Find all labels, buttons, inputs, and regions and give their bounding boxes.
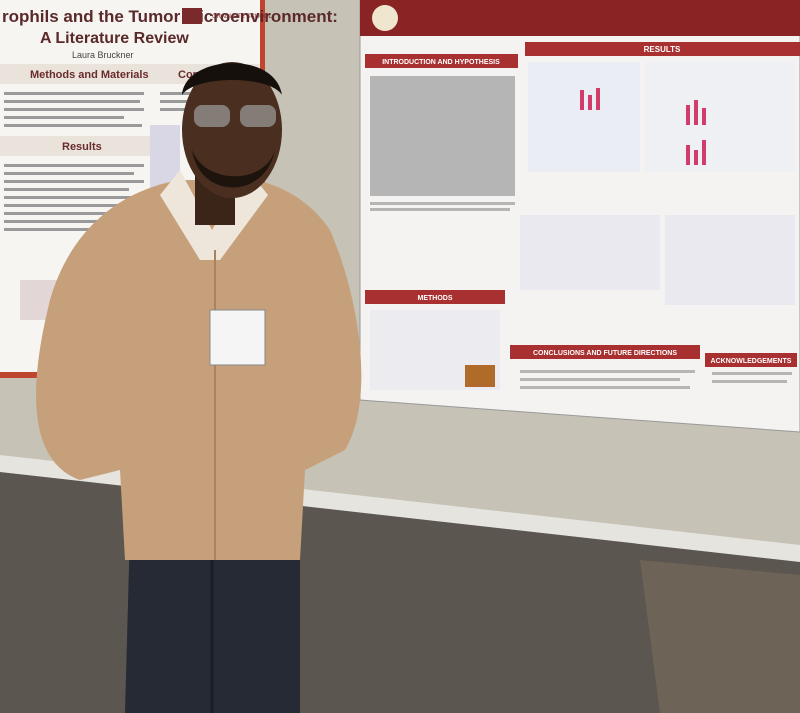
figure xyxy=(645,62,795,172)
floor-panel xyxy=(640,560,800,713)
section-heading: ACKNOWLEDGEMENTS xyxy=(711,358,792,365)
figure xyxy=(528,62,640,172)
poster-title: rophils and the Tumor Microenvironment: xyxy=(2,7,338,26)
section-heading: METHODS xyxy=(418,295,453,302)
section-heading: CONCLUSIONS AND FUTURE DIRECTIONS xyxy=(533,350,677,357)
poster-header xyxy=(360,0,800,36)
jacket xyxy=(36,180,362,560)
heading-bar xyxy=(365,54,518,68)
section-heading: Results xyxy=(62,141,102,153)
heading-bar xyxy=(510,345,700,359)
logo xyxy=(182,8,202,24)
name-badge xyxy=(209,309,266,366)
figure xyxy=(665,215,795,305)
glasses xyxy=(240,105,276,127)
heading-bar xyxy=(705,353,797,367)
heading-bar xyxy=(525,42,800,56)
poster-body-text xyxy=(370,76,792,389)
author: Laura Bruckner xyxy=(72,50,134,60)
figure xyxy=(465,365,495,387)
hair xyxy=(182,63,282,95)
logo xyxy=(372,5,398,31)
head xyxy=(182,62,282,198)
section-heading: INTRODUCTION AND HYPOTHESIS xyxy=(382,59,500,66)
poster-body-text xyxy=(4,92,190,231)
person xyxy=(36,62,362,713)
section-band xyxy=(0,64,150,84)
section-band xyxy=(0,136,150,156)
section-heading: RESULTS xyxy=(644,45,681,54)
beard xyxy=(192,150,275,188)
figure xyxy=(520,215,660,290)
figure-bars xyxy=(580,88,706,165)
section-heading: Methods and Materials xyxy=(30,69,149,81)
heading-bar xyxy=(365,290,505,304)
logo-text: GRADUATE SCHOOL xyxy=(212,14,273,20)
glasses xyxy=(194,105,230,127)
poster-title: A Literature Review xyxy=(40,30,189,47)
